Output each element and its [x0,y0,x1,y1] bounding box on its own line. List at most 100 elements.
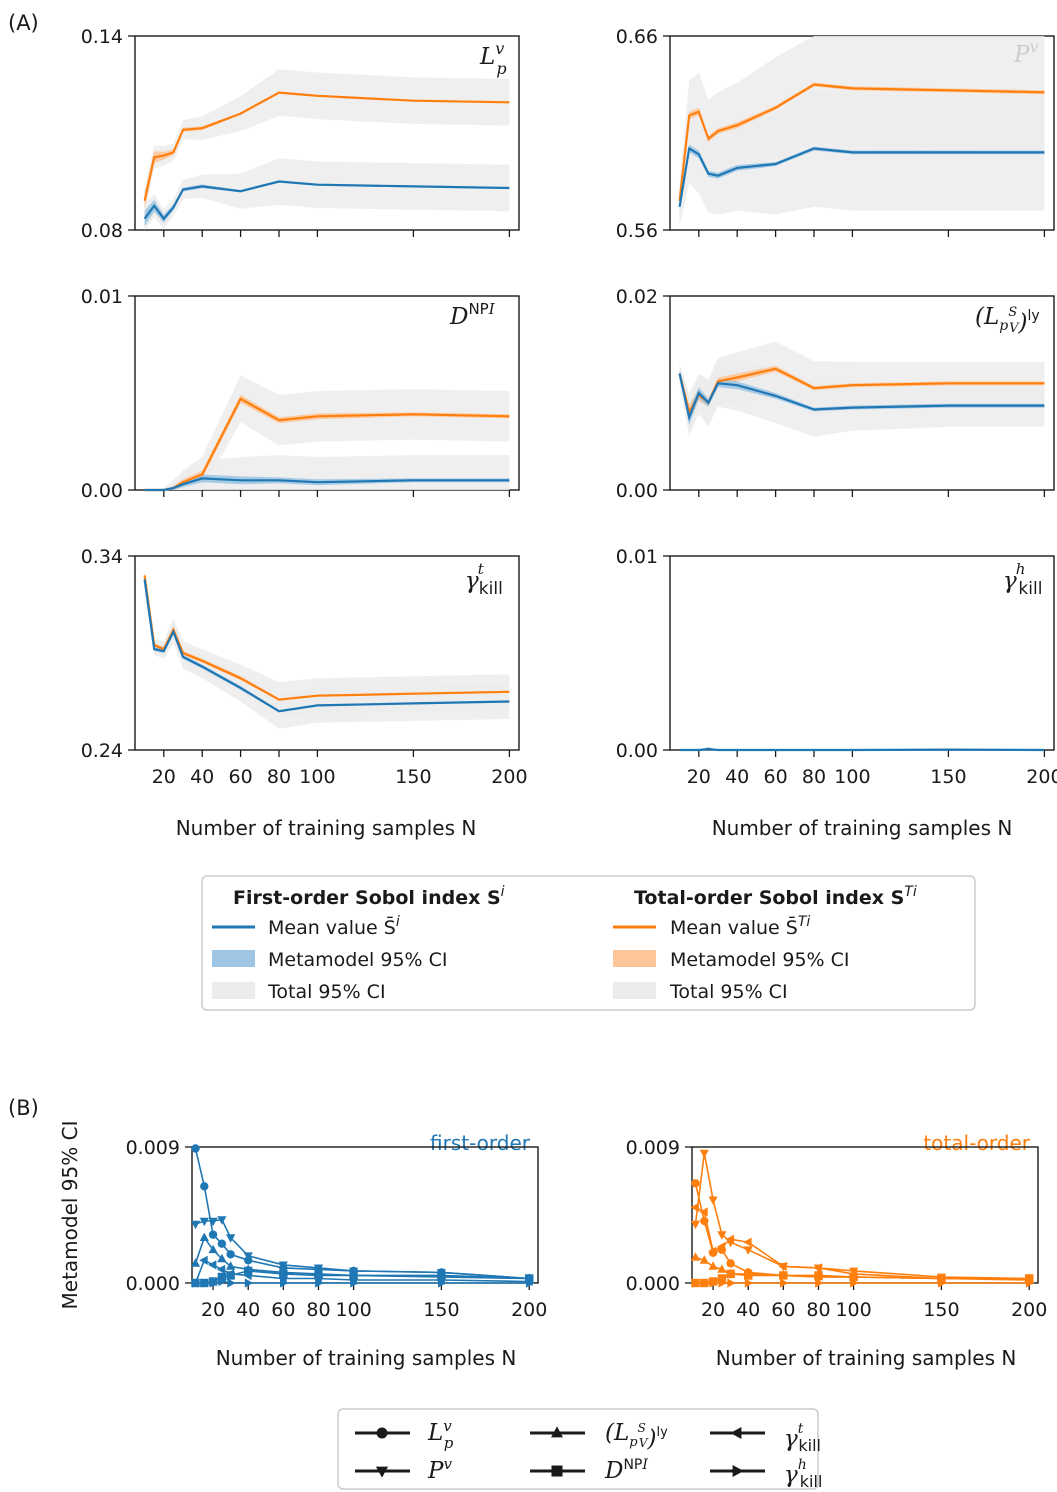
xlabel-a6: Number of training samples N [712,816,1013,840]
series-line [694,1152,1030,1280]
marker-triangle-right [727,1278,736,1288]
x-tick-label: 100 [335,1299,371,1321]
marker-triangle-down [375,1466,389,1478]
corner-label-total: total-order [923,1131,1030,1155]
x-tick-label: 150 [923,1299,959,1321]
total-ci-band-first [144,158,510,230]
legend-a-frame [201,875,976,1011]
x-tick-label: 40 [736,1299,760,1321]
marker-square [525,1274,534,1283]
marker-triangle-left [725,1234,734,1244]
marker-triangle-left [848,1269,857,1279]
marker-circle [376,1427,388,1439]
marker-triangle-right [700,1278,710,1288]
marker-triangle-right [692,1278,701,1288]
marker-square [244,1266,253,1276]
y-tick-label: 0.00 [616,740,658,762]
panel-b2: 0.000 0.009 20 40 60 80 100 150 200 [626,1137,1048,1321]
legend-total-total-swatch [613,982,656,999]
marker-triangle-right [209,1278,219,1288]
x-tick-label: 60 [764,766,788,788]
param-label-lp: Lv p [479,39,507,78]
y-tick-label: 0.000 [126,1273,180,1295]
y-tick-label: 0.56 [616,220,658,242]
marker-triangle-up [226,1261,236,1270]
marker-triangle-right [1025,1278,1035,1288]
marker-triangle-right [850,1278,859,1288]
first-order-mean-line [143,180,510,221]
marker-triangle-down [217,1216,227,1225]
marker-triangle-down [743,1246,753,1255]
x-tick-label: 60 [771,1299,795,1321]
metamodel-ci-band-first [679,144,1045,211]
marker-circle [691,1179,700,1188]
marker-square [726,1269,735,1279]
marker-triangle-left [708,1246,717,1256]
x-tick-label: 100 [299,766,335,788]
marker-circle [226,1250,235,1259]
panel-label-b: (B) [8,1096,39,1120]
total-ci-band-first [679,360,1045,437]
marker-triangle-right [709,1278,719,1288]
plot-frame [669,555,1055,751]
xlabel-b2: Number of training samples N [716,1346,1017,1370]
y-tick-label: 0.009 [626,1137,680,1159]
marker-triangle-right [200,1278,210,1288]
marker-triangle-left [743,1237,752,1247]
panel-b1: 0.000 0.009 20 40 60 80 100 150 200 [126,1137,548,1321]
y-tick-label: 0.00 [616,480,658,502]
first-order-mean-line [678,373,1045,422]
marker-triangle-left [699,1207,708,1217]
marker-triangle-down [190,1220,201,1230]
marker-triangle-up [190,1258,201,1267]
marker-triangle-left [778,1261,787,1271]
x-tick-label: 200 [491,766,527,788]
x-tick-label: 60 [271,1299,295,1321]
total-ci-band-total [144,69,510,215]
legend-total-meta: Metamodel 95% CI [670,949,850,971]
panel-label-a: (A) [8,11,39,35]
x-tick-label: 80 [267,766,291,788]
x-tick-label: 150 [930,766,966,788]
marker-triangle-left [313,1273,322,1284]
x-tick-label: 80 [806,1299,830,1321]
x-tick-label: 20 [152,766,176,788]
legend-first-meta-swatch [212,950,255,967]
series-line [695,1206,1030,1281]
marker-triangle-down [208,1217,218,1227]
x-tick-label: 20 [701,1299,725,1321]
marker-triangle-right [525,1278,535,1288]
marker-triangle-left [936,1273,945,1284]
param-label-lpsv: (LpS V)ly [975,304,1040,336]
marker-square [779,1271,788,1280]
marker-square [551,1465,563,1477]
x-tick-label: 40 [236,1299,260,1321]
marker-triangle-right [192,1278,201,1288]
x-tick-label: 200 [1026,766,1057,788]
marker-triangle-down [717,1231,727,1240]
panel-a5: 0.24 0.34 20 40 60 80 100 150 200 [81,546,528,788]
marker-triangle-left [813,1263,822,1273]
marker-triangle-up [708,1261,718,1270]
marker-circle [191,1144,200,1153]
marker-triangle-right [315,1278,324,1288]
panel-a6: 0.00 0.01 20 40 60 80 100 150 200 [616,546,1057,788]
total-order-mean-line [678,83,1045,202]
panel-a2: 0.56 0.66 [616,26,1055,242]
marker-triangle-right [438,1278,447,1288]
marker-triangle-down [313,1264,324,1273]
marker-square [849,1272,858,1282]
y-tick-label: 0.24 [81,740,123,762]
legend-a: First-order Sobol index Si Total-order S… [201,875,976,1011]
marker-triangle-down [699,1149,709,1159]
legend-first-meta: Metamodel 95% CI [268,949,448,971]
total-order-mean-line [143,91,510,202]
param-label-dnpi: DNPI [449,300,496,330]
plot-frame [669,295,1055,491]
plot-frame [191,1146,539,1284]
marker-triangle-up [690,1252,701,1261]
marker-triangle-left [225,1269,234,1279]
marker-triangle-left [716,1242,726,1252]
marker-circle [200,1182,209,1191]
